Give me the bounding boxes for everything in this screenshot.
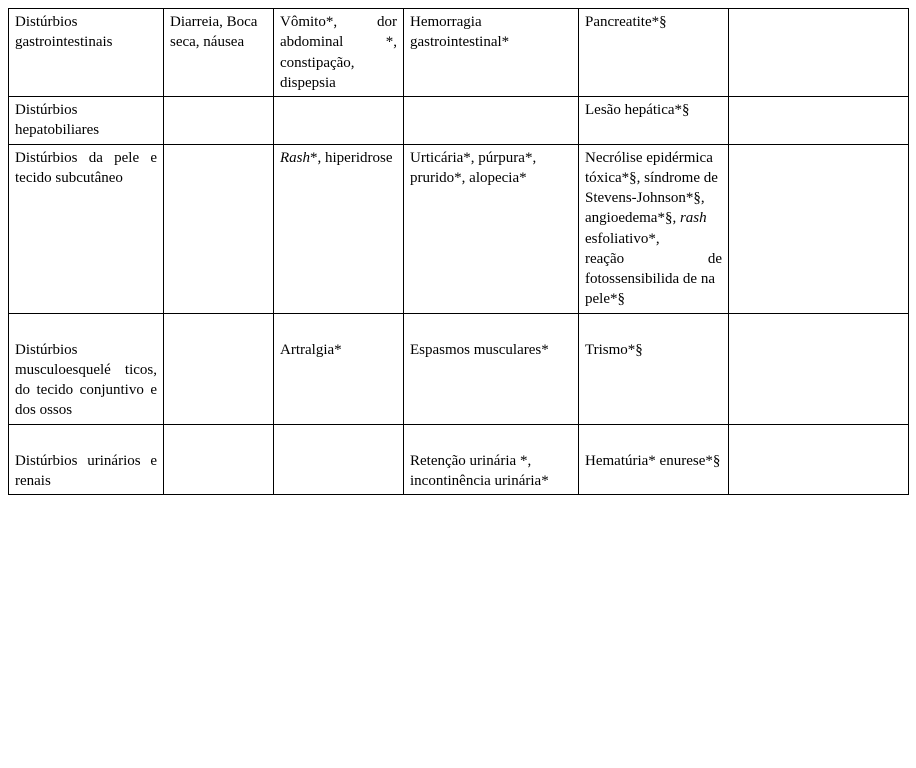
row-label: Distúrbios musculoesquelé ticos, do teci…: [9, 313, 164, 424]
cell: [729, 97, 909, 145]
table-row: Distúrbios urinários e renais Retenção ur…: [9, 424, 909, 495]
cell: [164, 424, 274, 495]
cell: [164, 313, 274, 424]
row-label: Distúrbios urinários e renais: [9, 424, 164, 495]
cell: Trismo*§: [579, 313, 729, 424]
cell: [729, 424, 909, 495]
cell: [729, 9, 909, 97]
cell: [274, 424, 404, 495]
cell: [164, 144, 274, 313]
cell: Rash*, hiperidrose: [274, 144, 404, 313]
table-row: Distúrbios da pele e tecido subcutâneo Ra…: [9, 144, 909, 313]
table-row: Distúrbios hepatobiliares Lesão hepática*…: [9, 97, 909, 145]
adverse-effects-table: Distúrbios gastrointestinaisDiarreia, Bo…: [8, 8, 909, 495]
cell: Vômito*, dor abdominal *, constipação, d…: [274, 9, 404, 97]
cell: Espasmos musculares*: [404, 313, 579, 424]
cell: [164, 97, 274, 145]
row-label: Distúrbios hepatobiliares: [9, 97, 164, 145]
cell: Diarreia, Boca seca, náusea: [164, 9, 274, 97]
table-row: Distúrbios gastrointestinaisDiarreia, Bo…: [9, 9, 909, 97]
cell: [729, 313, 909, 424]
cell: Retenção urinária *, incontinência uriná…: [404, 424, 579, 495]
table-row: Distúrbios musculoesquelé ticos, do teci…: [9, 313, 909, 424]
cell: Hematúria* enurese*§: [579, 424, 729, 495]
cell: Lesão hepática*§: [579, 97, 729, 145]
cell: Necrólise epidérmica tóxica*§, síndrome …: [579, 144, 729, 313]
cell: Hemorragia gastrointestinal*: [404, 9, 579, 97]
cell: [729, 144, 909, 313]
cell: [404, 97, 579, 145]
cell: Urticária*, púrpura*, prurido*, alopecia…: [404, 144, 579, 313]
cell: Artralgia*: [274, 313, 404, 424]
cell: Pancreatite*§: [579, 9, 729, 97]
row-label: Distúrbios da pele e tecido subcutâneo: [9, 144, 164, 313]
row-label: Distúrbios gastrointestinais: [9, 9, 164, 97]
cell: [274, 97, 404, 145]
